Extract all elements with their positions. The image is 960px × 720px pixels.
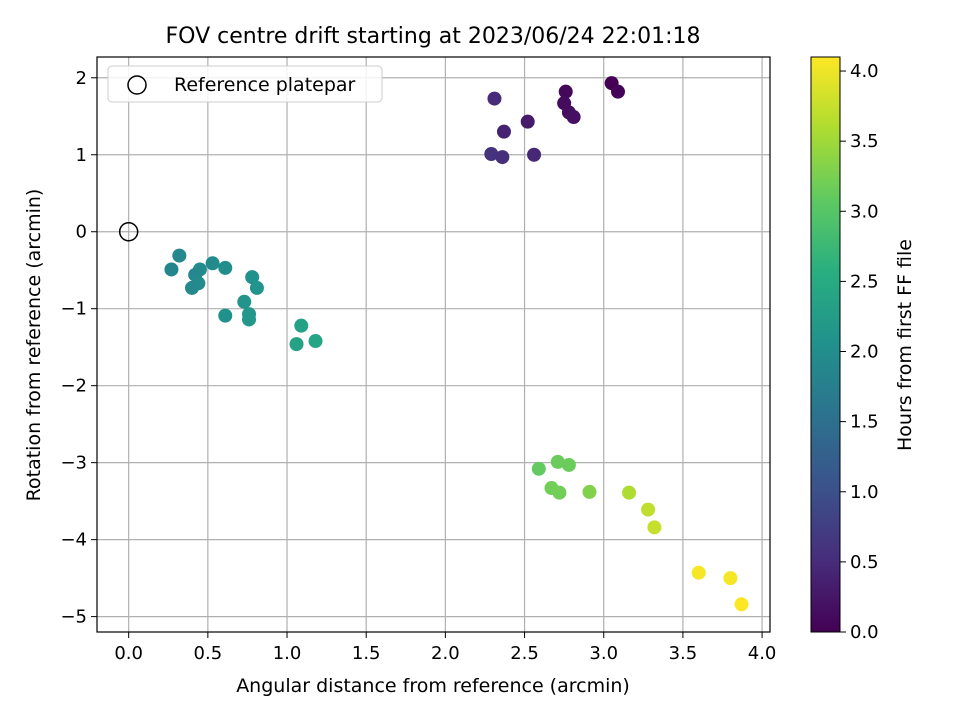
colorbar-tick-label: 3.0 [850, 201, 879, 222]
data-point [582, 484, 597, 499]
colorbar-tick-label: 3.5 [850, 131, 879, 152]
y-tick-label: 2 [76, 68, 87, 89]
colorbar-label: Hours from first FF file [894, 239, 916, 451]
data-point [527, 147, 542, 162]
y-tick-label: −2 [60, 376, 87, 397]
data-point [495, 150, 510, 165]
y-tick-label: −1 [60, 299, 87, 320]
x-tick-label: 0.0 [114, 643, 143, 664]
legend-box [107, 65, 383, 103]
colorbar-tick-label: 2.0 [850, 342, 879, 363]
colorbar-tick-label: 2.5 [850, 271, 879, 292]
data-point [242, 312, 257, 327]
colorbar-tick-label: 0.5 [850, 552, 879, 573]
data-points [164, 76, 749, 612]
legend-label-reference: Reference platepar [174, 74, 356, 96]
x-tick-label: 3.5 [669, 643, 698, 664]
data-point [647, 520, 662, 535]
x-axis-ticks: 0.0 0.5 1.0 1.5 2.0 2.5 3.0 3.5 4.0 [114, 632, 776, 664]
data-point [561, 457, 576, 472]
data-point [558, 84, 573, 99]
x-tick-label: 2.5 [510, 643, 539, 664]
reference-point-marker [118, 221, 139, 242]
data-point [218, 260, 233, 275]
data-point [610, 84, 625, 99]
y-tick-label: −5 [60, 607, 87, 628]
colorbar: 0.0 0.5 1.0 1.5 2.0 2.5 3.0 3.5 4.0 Hours from f… [810, 56, 916, 643]
data-point [723, 571, 738, 586]
grid-lines [97, 57, 770, 632]
x-tick-label: 4.0 [748, 643, 777, 664]
y-tick-label: 1 [76, 145, 87, 166]
data-point [520, 114, 535, 129]
y-tick-label: −3 [60, 453, 87, 474]
colorbar-gradient [810, 56, 841, 633]
colorbar-ticks: 0.0 0.5 1.0 1.5 2.0 2.5 3.0 3.5 4.0 [840, 61, 879, 643]
data-point [245, 270, 260, 285]
data-point [552, 485, 567, 500]
y-axis-ticks: 2 1 0 −1 −2 −3 −4 −5 [60, 68, 97, 628]
data-point [249, 280, 264, 295]
colorbar-tick-label: 1.0 [850, 482, 879, 503]
data-point [308, 334, 323, 349]
data-point [237, 294, 252, 309]
data-point [487, 91, 502, 106]
data-point [294, 318, 309, 333]
x-tick-label: 1.5 [352, 643, 381, 664]
data-point [205, 256, 220, 271]
x-tick-label: 0.5 [194, 643, 223, 664]
data-point [172, 248, 187, 263]
data-point [734, 597, 749, 612]
y-axis-label: Rotation from reference (arcmin) [23, 189, 45, 502]
plot-frame [96, 56, 771, 633]
colorbar-tick-label: 1.5 [850, 412, 879, 433]
data-point [289, 337, 304, 352]
colorbar-tick-label: 4.0 [850, 61, 879, 82]
data-point [691, 565, 706, 580]
legend: Reference platepar [107, 65, 383, 103]
data-point [164, 262, 179, 277]
legend-marker-reference [127, 75, 147, 95]
chart-title: FOV centre drift starting at 2023/06/24 … [166, 24, 701, 49]
data-point [531, 461, 546, 476]
colorbar-tick-label: 0.0 [850, 622, 879, 643]
data-point [550, 454, 565, 469]
data-point [185, 280, 200, 295]
data-point [484, 146, 499, 161]
y-tick-label: 0 [76, 222, 87, 243]
x-tick-label: 1.0 [273, 643, 302, 664]
data-point [641, 502, 656, 517]
data-point [622, 485, 637, 500]
data-point [566, 110, 581, 125]
plot-area: 0.0 0.5 1.0 1.5 2.0 2.5 3.0 3.5 4.0 2 1 0 −1 −2 −3 −4 −… [60, 56, 776, 664]
y-tick-label: −4 [60, 530, 87, 551]
x-axis-label: Angular distance from reference (arcmin) [236, 675, 630, 697]
data-point [496, 124, 511, 139]
x-tick-label: 3.0 [589, 643, 618, 664]
x-tick-label: 2.0 [431, 643, 460, 664]
data-point [218, 308, 233, 323]
